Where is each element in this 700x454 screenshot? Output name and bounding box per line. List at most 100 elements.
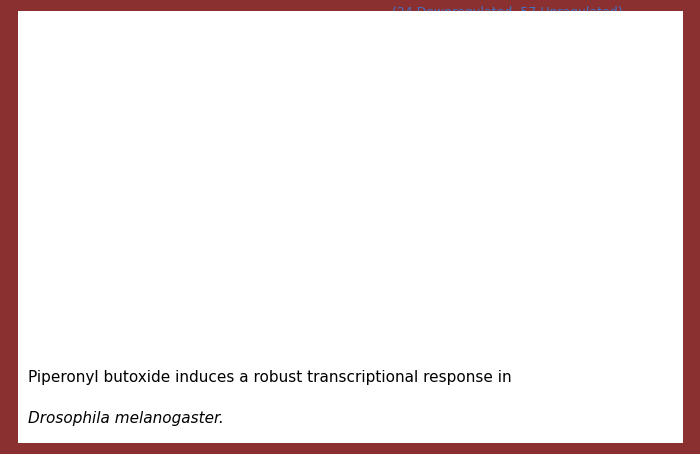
Point [517,334,528,341]
Point [607,328,618,335]
Point [603,333,614,340]
Point [498,329,510,336]
Point [609,319,620,326]
Point [510,334,521,341]
Point [628,330,639,337]
Polygon shape [212,167,298,229]
Text: (24 Downregulated, 57 Upregulated): (24 Downregulated, 57 Upregulated) [392,6,623,19]
Point [619,333,630,340]
Point [640,334,651,341]
Ellipse shape [196,247,206,275]
Point [606,334,617,341]
Point [590,328,601,335]
Point [620,333,631,340]
Point [552,334,563,341]
Text: O: O [169,70,177,80]
Point [586,321,597,328]
X-axis label: Log2 Fold Change: Log2 Fold Change [455,367,560,380]
Point [596,323,607,331]
Point [636,334,647,341]
Circle shape [214,212,232,235]
Ellipse shape [190,249,200,277]
Point [624,334,636,341]
Point [617,333,628,340]
Point [563,333,574,340]
Ellipse shape [167,246,214,284]
Point [592,328,603,335]
Point [536,331,547,339]
Point [606,294,617,301]
Point [590,332,601,340]
Point [586,333,597,340]
Ellipse shape [183,251,194,279]
Point [611,239,622,247]
Point [521,330,532,337]
Point [513,330,524,337]
Point [491,334,502,341]
Text: O: O [178,99,187,109]
Point [622,108,634,115]
Point [582,334,594,341]
Point [591,334,602,341]
Point [593,332,604,340]
Point [612,334,624,341]
Point [528,330,540,337]
Point [578,333,589,340]
Point [414,316,425,324]
Point [612,307,624,315]
Point [528,334,540,341]
Point [521,334,532,341]
Point [601,271,612,278]
Point [559,328,570,335]
Point [598,285,609,292]
Point [559,334,570,341]
Point [391,316,402,324]
Point [544,334,555,341]
Point [552,329,563,336]
Text: O: O [60,91,69,101]
Point [584,330,596,337]
Point [617,226,628,233]
Text: O: O [90,91,99,101]
Point [594,330,606,337]
Point [567,334,578,341]
Point [626,333,638,340]
Point [567,326,578,333]
Point [602,333,613,340]
Point [608,334,619,341]
Point [632,44,643,51]
Point [590,334,601,341]
Point [536,334,547,341]
Point [615,328,626,335]
Point [505,334,517,341]
Point [584,323,595,331]
Point [494,334,505,341]
Y-axis label: -log10(adj-p-value): -log10(adj-p-value) [298,132,310,245]
Point [544,332,555,339]
Point [598,332,609,340]
Point [636,333,647,340]
Point [594,333,605,340]
Point [606,332,617,339]
Point [594,301,605,308]
Point [570,333,582,340]
Circle shape [224,214,232,225]
Point [575,323,586,331]
Point [575,334,586,341]
Text: O: O [121,91,130,101]
Text: +: + [55,162,97,210]
Point [643,334,655,341]
Point [603,326,615,333]
Point [598,334,610,341]
Point [513,334,524,341]
Point [620,334,631,341]
Point [556,333,567,340]
Ellipse shape [202,245,213,273]
Text: Piperonyl butoxide induces a robust transcriptional response in: Piperonyl butoxide induces a robust tran… [28,370,512,385]
Point [587,332,598,340]
Point [598,334,609,341]
Point [624,328,636,335]
Point [601,330,612,337]
Point [630,334,641,341]
Point [498,334,510,341]
